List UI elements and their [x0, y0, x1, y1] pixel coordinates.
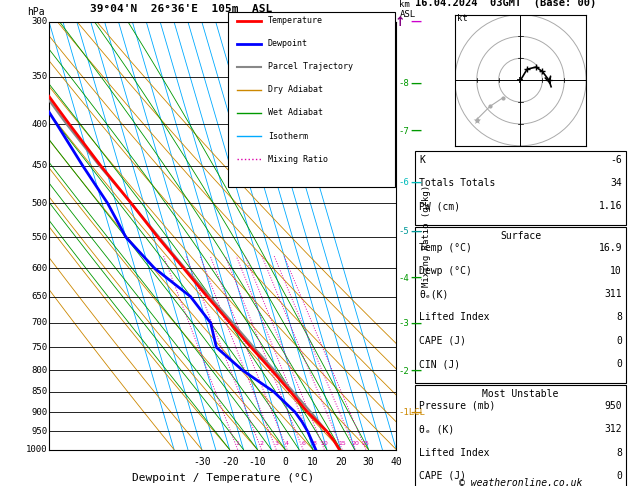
Text: CAPE (J): CAPE (J)	[419, 471, 466, 481]
Text: 800: 800	[31, 366, 47, 375]
Text: 650: 650	[31, 292, 47, 301]
Text: Temp (°C): Temp (°C)	[419, 243, 472, 253]
Text: Temperature: Temperature	[268, 16, 323, 25]
Text: 350: 350	[31, 72, 47, 81]
Text: 400: 400	[31, 120, 47, 129]
Text: 600: 600	[31, 263, 47, 273]
Text: -2: -2	[399, 366, 409, 376]
Text: ↑: ↑	[394, 16, 404, 29]
Text: -1LCL: -1LCL	[399, 408, 426, 417]
Text: 34: 34	[610, 178, 622, 188]
Text: 312: 312	[604, 424, 622, 434]
Text: 25: 25	[362, 441, 370, 446]
Text: 16.9: 16.9	[599, 243, 622, 253]
Text: 950: 950	[604, 401, 622, 411]
Text: -20: -20	[221, 457, 238, 467]
Text: Lifted Index: Lifted Index	[419, 448, 489, 458]
Text: km
ASL: km ASL	[399, 0, 416, 19]
Text: —: —	[411, 226, 422, 236]
Text: Mixing Ratio (g/kg): Mixing Ratio (g/kg)	[422, 185, 431, 287]
Text: —: —	[411, 178, 422, 188]
Text: Parcel Trajectory: Parcel Trajectory	[268, 62, 353, 71]
Text: —: —	[411, 408, 422, 418]
Text: 4: 4	[285, 441, 289, 446]
Text: 8: 8	[616, 448, 622, 458]
Text: -3: -3	[399, 319, 409, 328]
Text: 850: 850	[31, 387, 47, 396]
Text: 3: 3	[274, 441, 278, 446]
Text: Lifted Index: Lifted Index	[419, 312, 489, 323]
Text: 10: 10	[610, 266, 622, 276]
Text: Surface: Surface	[500, 231, 541, 241]
Text: θₑ (K): θₑ (K)	[419, 424, 454, 434]
Text: 20: 20	[335, 457, 347, 467]
Text: 450: 450	[31, 161, 47, 171]
Text: ★: ★	[472, 116, 481, 126]
Text: -6: -6	[399, 178, 409, 188]
Text: 0: 0	[616, 359, 622, 369]
Text: kt: kt	[457, 14, 468, 23]
Text: 40: 40	[391, 457, 402, 467]
Text: Dewpoint / Temperature (°C): Dewpoint / Temperature (°C)	[131, 473, 314, 483]
Text: Dewpoint: Dewpoint	[268, 39, 308, 48]
Text: 900: 900	[31, 408, 47, 417]
Text: 0: 0	[282, 457, 288, 467]
Text: Mixing Ratio: Mixing Ratio	[268, 155, 328, 164]
Text: Dewp (°C): Dewp (°C)	[419, 266, 472, 276]
Text: 20: 20	[352, 441, 359, 446]
Text: 500: 500	[31, 199, 47, 208]
Text: -7: -7	[399, 126, 409, 136]
Text: 2: 2	[259, 441, 264, 446]
Text: 950: 950	[31, 427, 47, 436]
Text: 311: 311	[604, 289, 622, 299]
Text: Isotherm: Isotherm	[268, 132, 308, 140]
Text: Most Unstable: Most Unstable	[482, 389, 559, 399]
Text: —: —	[411, 273, 422, 283]
Text: —: —	[411, 79, 422, 88]
Text: 0: 0	[616, 471, 622, 481]
Text: 700: 700	[31, 318, 47, 328]
Text: 0: 0	[616, 336, 622, 346]
Text: 10: 10	[307, 457, 319, 467]
Text: PW (cm): PW (cm)	[419, 201, 460, 211]
Text: 1000: 1000	[26, 445, 47, 454]
Text: 8: 8	[313, 441, 317, 446]
Text: -10: -10	[248, 457, 266, 467]
Text: hPa: hPa	[27, 7, 45, 17]
Text: 550: 550	[31, 233, 47, 242]
Text: 39°04'N  26°36'E  105m  ASL: 39°04'N 26°36'E 105m ASL	[90, 4, 272, 14]
Text: Pressure (mb): Pressure (mb)	[419, 401, 495, 411]
Text: -5: -5	[399, 227, 409, 236]
Text: 16.04.2024  03GMT  (Base: 00): 16.04.2024 03GMT (Base: 00)	[415, 0, 596, 8]
Text: 15: 15	[338, 441, 346, 446]
Text: 1: 1	[236, 441, 240, 446]
Text: θₑ(K): θₑ(K)	[419, 289, 448, 299]
Text: 1.16: 1.16	[599, 201, 622, 211]
Text: —: —	[411, 318, 422, 329]
Text: -8: -8	[399, 79, 409, 88]
Text: 300: 300	[31, 17, 47, 26]
Text: —: —	[411, 126, 422, 136]
Text: Dry Adiabat: Dry Adiabat	[268, 86, 323, 94]
Text: 6: 6	[301, 441, 305, 446]
Text: -4: -4	[399, 274, 409, 282]
Text: 8: 8	[616, 312, 622, 323]
Text: Wet Adiabat: Wet Adiabat	[268, 108, 323, 118]
Text: CIN (J): CIN (J)	[419, 359, 460, 369]
Text: —: —	[411, 17, 422, 27]
Text: K: K	[419, 155, 425, 165]
Text: -6: -6	[610, 155, 622, 165]
Text: 750: 750	[31, 343, 47, 352]
FancyBboxPatch shape	[228, 12, 394, 187]
Text: © weatheronline.co.uk: © weatheronline.co.uk	[459, 478, 582, 486]
Text: —: —	[411, 366, 422, 376]
Text: Totals Totals: Totals Totals	[419, 178, 495, 188]
Text: -30: -30	[193, 457, 211, 467]
Text: 10: 10	[320, 441, 328, 446]
Text: CAPE (J): CAPE (J)	[419, 336, 466, 346]
Text: 30: 30	[362, 457, 374, 467]
